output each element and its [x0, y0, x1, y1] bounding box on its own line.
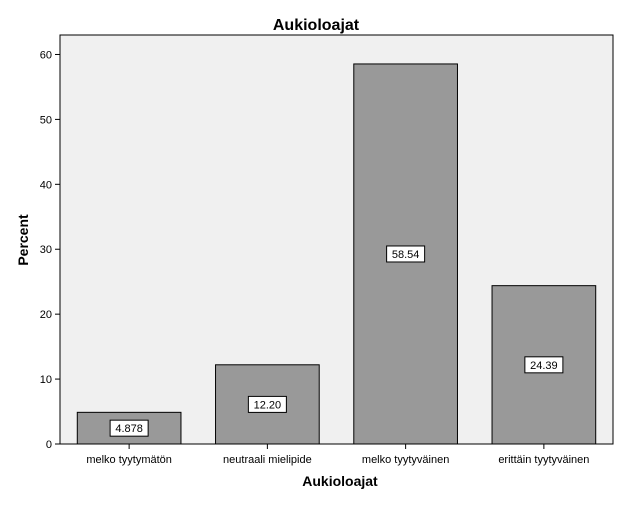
data-labels: 4.878 12.20 58.54 24.39 [109, 245, 564, 437]
data-label-box [386, 245, 426, 263]
y-tick-label: 30 [40, 244, 52, 256]
x-tick-label: melko tyytyväinen [362, 454, 449, 466]
y-tick-label: 50 [40, 114, 52, 126]
y-tick-label: 40 [40, 179, 52, 191]
x-tick-label: neutraali mielipide [223, 454, 312, 466]
data-label: 12.20 [254, 399, 282, 411]
x-tick-label: erittäin tyytyväinen [498, 454, 589, 466]
y-tick-label: 20 [40, 309, 52, 321]
y-axis-title: Percent [15, 214, 31, 266]
bar-series [76, 63, 597, 445]
x-tick-label: melko tyytymätön [86, 454, 172, 466]
data-label-box [247, 395, 287, 413]
chart-title: Aukioloajat [273, 17, 360, 34]
data-label-box [524, 356, 564, 374]
x-axis-title: Aukioloajat [302, 473, 378, 489]
data-label: 58.54 [392, 249, 420, 261]
y-tick-label: 0 [46, 439, 52, 451]
data-label: 24.39 [530, 360, 558, 372]
y-tick-label: 60 [40, 49, 52, 61]
data-label: 4.878 [115, 423, 143, 435]
data-label-box [109, 419, 149, 437]
y-axis: 0 10 20 30 40 50 60 [40, 49, 60, 451]
x-axis: melko tyytymätön neutraali mielipide melko… [86, 444, 589, 466]
y-tick-label: 10 [40, 374, 52, 386]
